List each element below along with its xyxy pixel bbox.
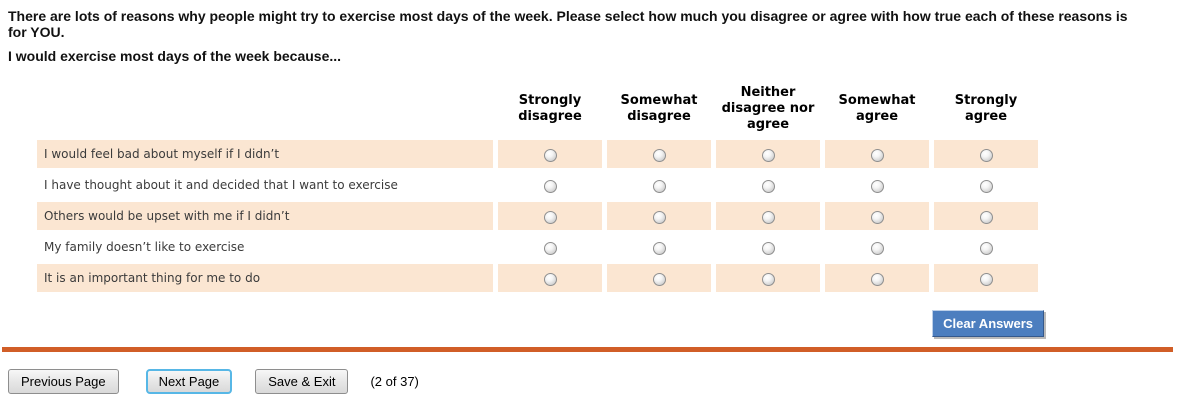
radio-option[interactable] (652, 241, 666, 255)
row-label: It is an important thing for me to do (37, 264, 493, 292)
radio-option[interactable] (870, 210, 884, 224)
radio-option[interactable] (870, 241, 884, 255)
clear-answers-button[interactable]: Clear Answers (932, 310, 1044, 337)
instructions-line2: for YOU. (8, 24, 65, 40)
row-label: I would feel bad about myself if I didn’… (37, 140, 493, 168)
table-row: I would feel bad about myself if I didn’… (37, 140, 1038, 168)
table-row: I have thought about it and decided that… (37, 171, 1038, 199)
column-header: Somewhat agree (825, 85, 929, 137)
instructions-line1: There are lots of reasons why people mig… (8, 8, 1128, 24)
section-divider (2, 347, 1173, 352)
footer-nav: Previous Page Next Page Save & Exit (2 o… (0, 369, 1187, 394)
radio-option[interactable] (979, 241, 993, 255)
radio-option[interactable] (543, 272, 557, 286)
radio-option[interactable] (652, 179, 666, 193)
row-label-header (37, 85, 493, 137)
column-header: Strongly agree (934, 85, 1038, 137)
radio-option[interactable] (543, 148, 557, 162)
save-exit-button[interactable]: Save & Exit (255, 369, 349, 394)
table-row: My family doesn’t like to exercise (37, 233, 1038, 261)
radio-option[interactable] (543, 241, 557, 255)
radio-option[interactable] (761, 210, 775, 224)
radio-option[interactable] (652, 272, 666, 286)
next-page-button[interactable]: Next Page (145, 369, 233, 394)
radio-option[interactable] (979, 210, 993, 224)
radio-option[interactable] (543, 210, 557, 224)
radio-option[interactable] (761, 148, 775, 162)
radio-option[interactable] (870, 179, 884, 193)
likert-matrix: Strongly disagree Somewhat disagree Neit… (32, 82, 1043, 295)
radio-option[interactable] (761, 179, 775, 193)
table-row: Others would be upset with me if I didn’… (37, 202, 1038, 230)
table-row: It is an important thing for me to do (37, 264, 1038, 292)
column-header: Strongly disagree (498, 85, 602, 137)
question-stem: I would exercise most days of the week b… (8, 48, 342, 64)
row-label: Others would be upset with me if I didn’… (37, 202, 493, 230)
row-label: My family doesn’t like to exercise (37, 233, 493, 261)
instructions-text: There are lots of reasons why people mig… (8, 8, 1175, 40)
radio-option[interactable] (652, 210, 666, 224)
row-label: I have thought about it and decided that… (37, 171, 493, 199)
radio-option[interactable] (870, 272, 884, 286)
page-indicator: (2 of 37) (370, 374, 419, 389)
radio-option[interactable] (543, 179, 557, 193)
previous-page-button[interactable]: Previous Page (8, 369, 119, 394)
header-row: Strongly disagree Somewhat disagree Neit… (37, 85, 1038, 137)
column-header: Neither disagree nor agree (716, 85, 820, 137)
radio-option[interactable] (870, 148, 884, 162)
radio-option[interactable] (979, 148, 993, 162)
column-header: Somewhat disagree (607, 85, 711, 137)
radio-option[interactable] (979, 272, 993, 286)
radio-option[interactable] (652, 148, 666, 162)
radio-option[interactable] (761, 241, 775, 255)
radio-option[interactable] (761, 272, 775, 286)
survey-instructions: There are lots of reasons why people mig… (0, 0, 1187, 64)
radio-option[interactable] (979, 179, 993, 193)
